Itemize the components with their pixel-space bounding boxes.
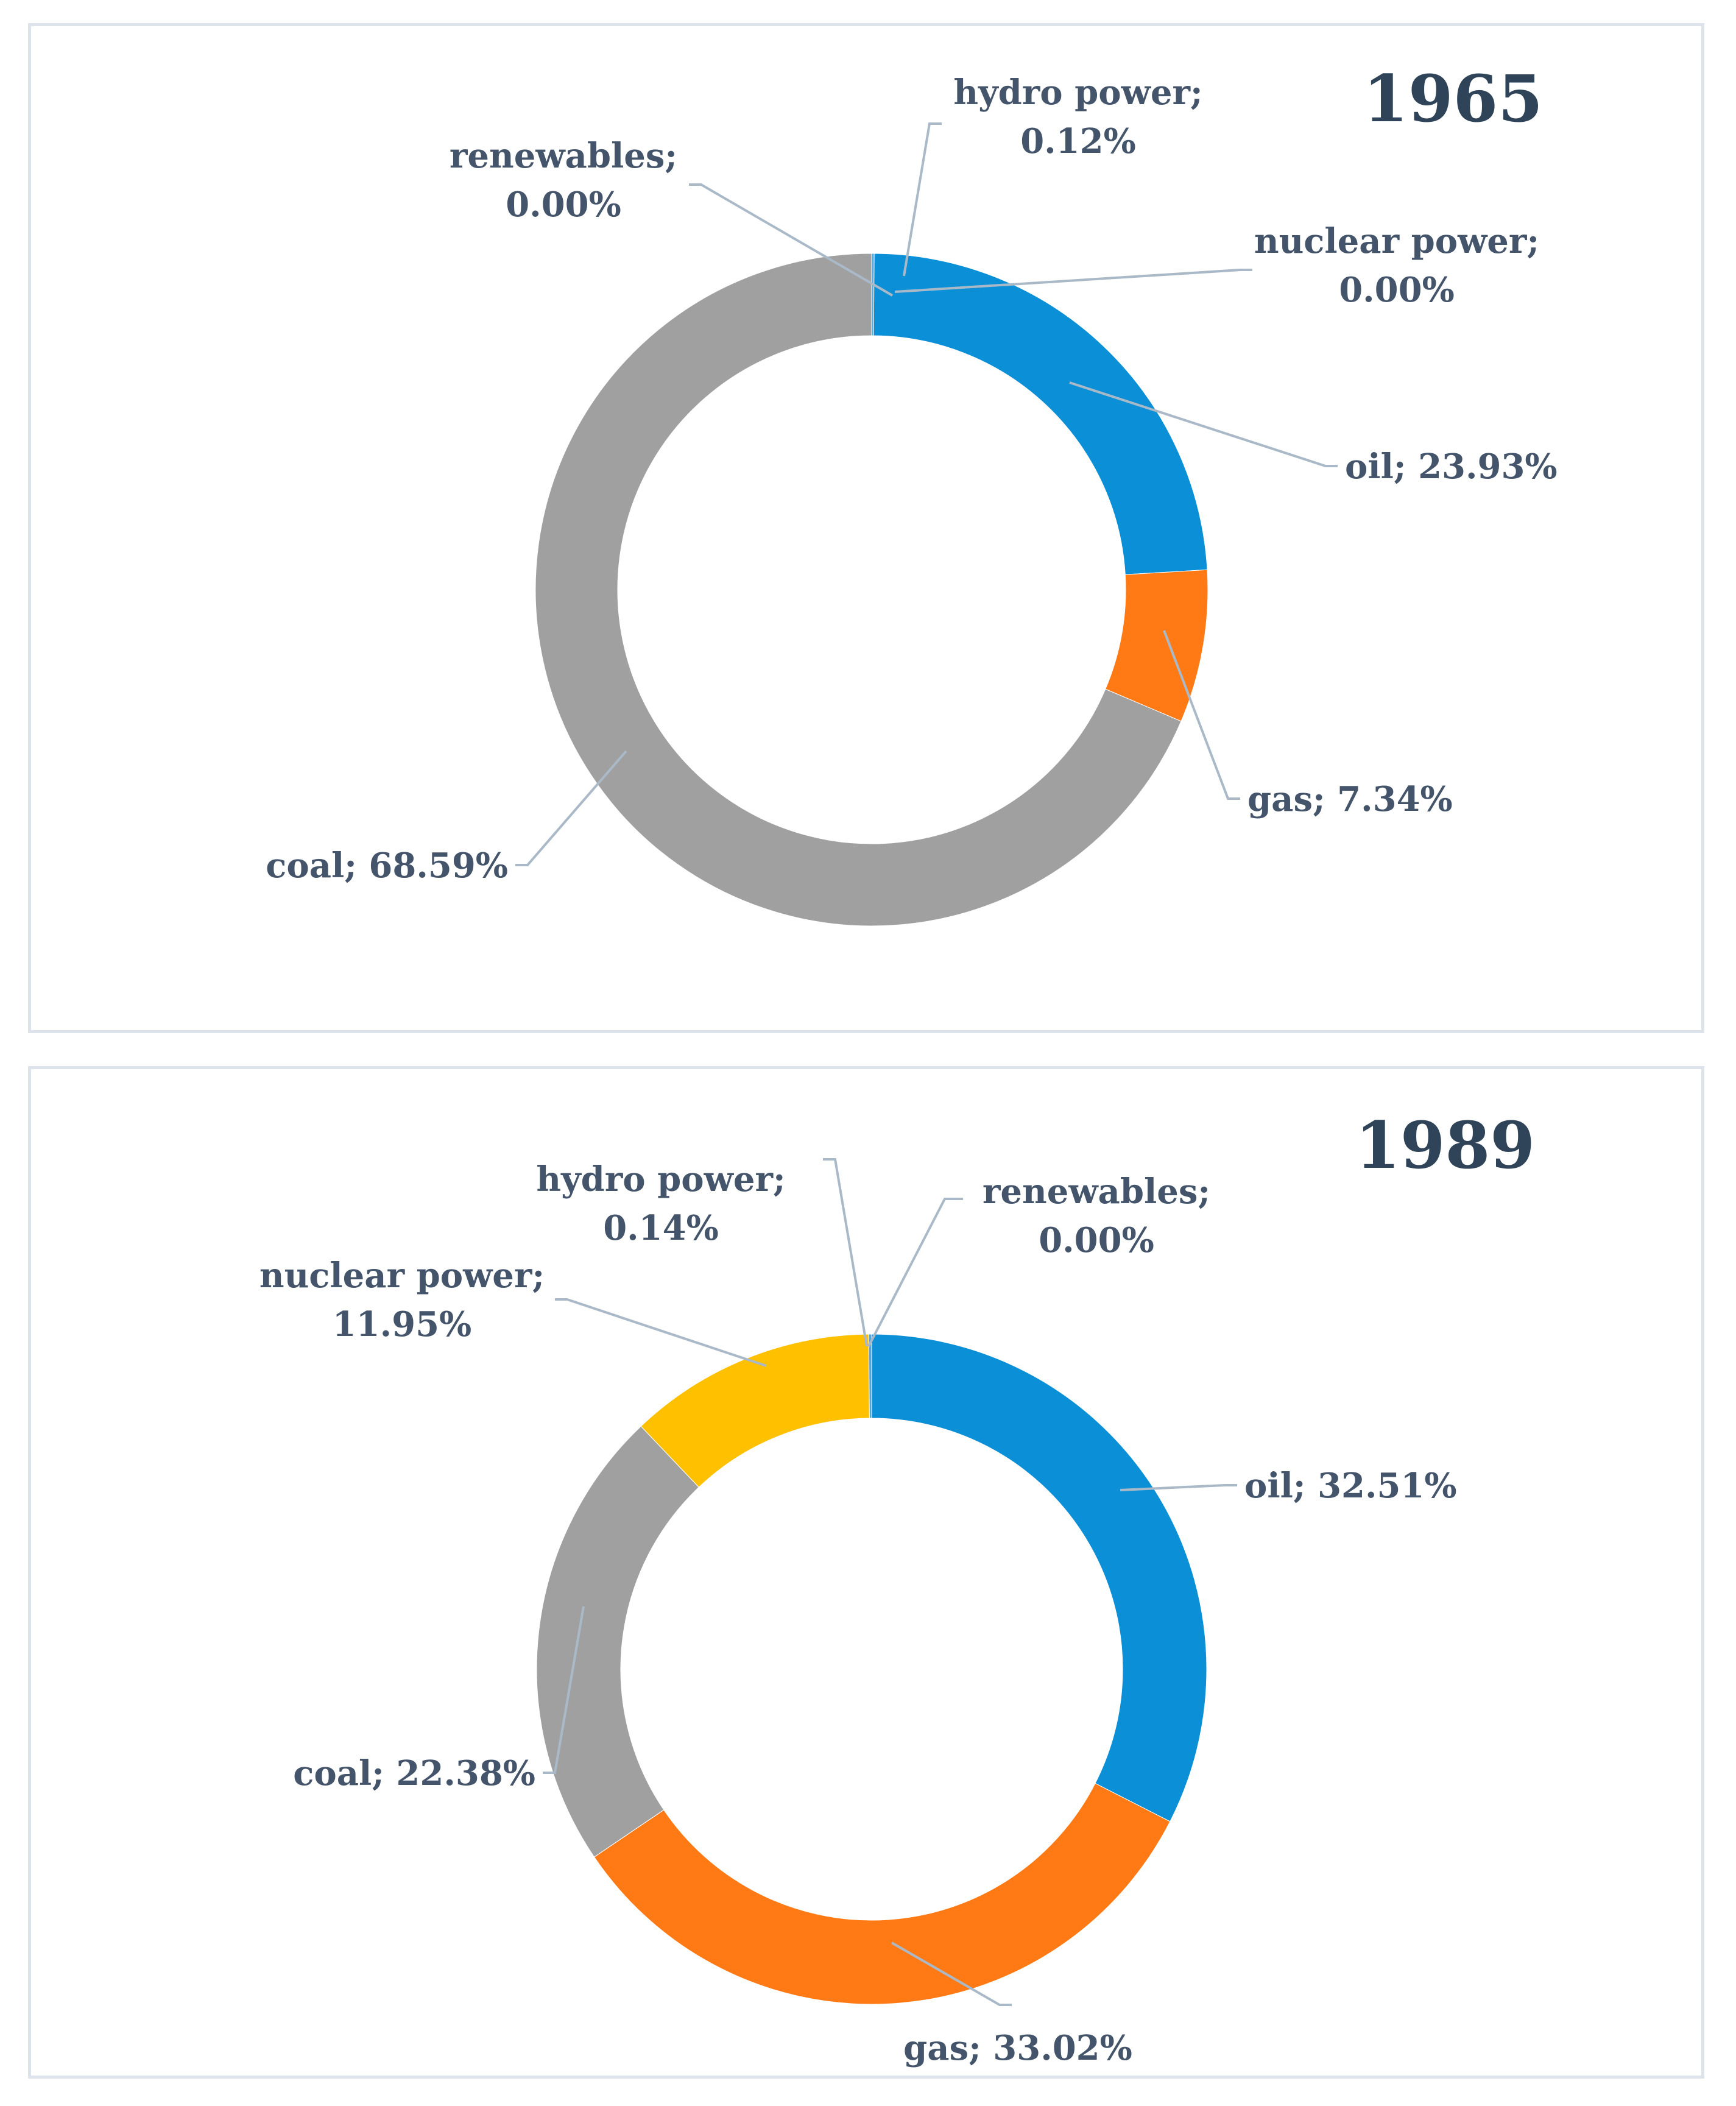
donut-chart-1965: 1965 hydro power; 0.12% renewables; 0.00… [266,60,1558,927]
donut-slice-oil [871,1334,1207,1822]
donut-slice-oil [873,253,1208,575]
data-label-coal: coal; 68.59% [266,846,508,886]
leader-line-hydro [903,122,942,277]
leader-line-coal [515,750,627,866]
data-label-hydro-value: 0.14% [603,1208,719,1248]
chart-panel-1989: 1989 renewables; 0.00% hydro power; 0.14… [28,1066,1704,2079]
data-label-nuclear-name: nuclear power; [1254,221,1539,261]
leader-line-coal [543,1606,585,1774]
data-label-oil: oil; 23.93% [1345,447,1558,487]
leader-line-renewables [867,1198,963,1347]
leader-line-nuclear [555,1298,767,1367]
data-label-coal: coal; 22.38% [293,1753,535,1793]
chart-title: 1989 [1355,1107,1535,1183]
data-label-nuclear-value: 11.95% [333,1304,472,1345]
data-label-nuclear-value: 0.00% [1339,270,1455,310]
leader-line-renewables [689,183,894,297]
leader-line-nuclear [894,269,1252,293]
leader-line-gas [891,1942,1012,2006]
leader-line-oil [1120,1484,1237,1491]
leader-line-oil [1069,381,1338,467]
data-label-hydro-name: hydro power; [536,1159,785,1200]
data-label-renewables-value: 0.00% [1039,1220,1154,1260]
slices [536,1334,1207,2005]
data-label-hydro-name: hydro power; [953,72,1202,113]
donut-slice-coal [535,253,1182,927]
data-label-hydro-value: 0.12% [1020,121,1136,161]
chart-panel-1965: 1965 hydro power; 0.12% renewables; 0.00… [28,23,1704,1033]
data-label-renewables-name: renewables; [983,1171,1210,1212]
leader-line-hydro [823,1158,868,1347]
data-label-oil: oil; 32.51% [1244,1466,1457,1506]
data-label-nuclear-name: nuclear power; [259,1256,545,1296]
leader-line-gas [1163,630,1240,800]
donut-slice-coal [536,1426,699,1857]
data-label-gas: gas; 7.34% [1247,779,1453,819]
data-label-gas: gas; 33.02% [903,2028,1132,2068]
slices [535,253,1208,927]
data-label-renewables-name: renewables; [450,136,677,176]
data-label-renewables-value: 0.00% [506,185,621,225]
donut-slice-gas [593,1783,1171,2005]
chart-title: 1965 [1363,60,1543,136]
donut-chart-1989: 1989 renewables; 0.00% hydro power; 0.14… [259,1107,1535,2068]
donut-slice-hydro [868,1334,872,1419]
